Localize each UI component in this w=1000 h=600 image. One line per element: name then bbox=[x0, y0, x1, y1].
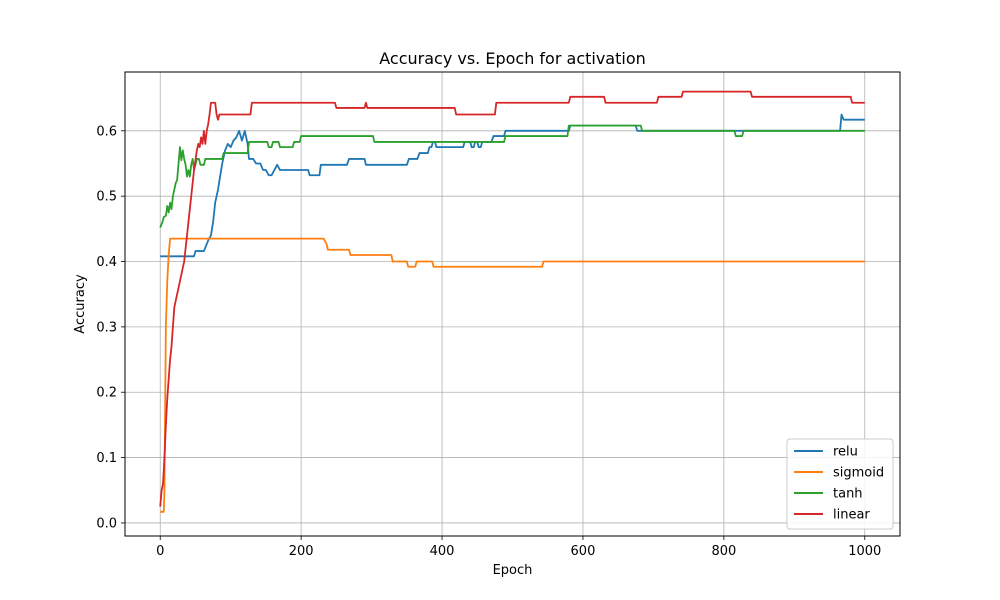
legend-label-sigmoid: sigmoid bbox=[833, 466, 884, 481]
y-tick-label: 0.1 bbox=[96, 451, 117, 466]
x-tick-label: 200 bbox=[289, 544, 314, 559]
x-axis-label: Epoch bbox=[493, 563, 533, 578]
x-tick-label: 1000 bbox=[848, 544, 881, 559]
y-tick-label: 0.2 bbox=[96, 386, 117, 401]
axis-ticks: 0 200 400 600 800 1000 0.0 0.1 0.2 0.3 0.4 0.5 0.6 bbox=[96, 124, 881, 559]
series-line-linear bbox=[159, 90, 865, 507]
y-tick-label: 0.4 bbox=[96, 255, 117, 270]
series-lines bbox=[159, 90, 865, 513]
series-line-tanh bbox=[159, 124, 865, 228]
y-tick-label: 0.0 bbox=[96, 516, 117, 531]
legend-box bbox=[786, 438, 894, 530]
y-tick-label: 0.5 bbox=[96, 190, 117, 205]
x-tick-label: 0 bbox=[156, 544, 164, 559]
legend-label-tanh: tanh bbox=[833, 487, 863, 502]
x-tick-label: 400 bbox=[430, 544, 455, 559]
y-axis-label: Accuracy bbox=[73, 274, 88, 334]
legend-label-relu: relu bbox=[833, 445, 858, 460]
legend-label-linear: linear bbox=[833, 508, 870, 523]
plot-frame bbox=[124, 71, 901, 537]
legend: relu sigmoid tanh linear bbox=[786, 438, 894, 530]
y-tick-label: 0.6 bbox=[96, 124, 117, 139]
chart-title: Accuracy vs. Epoch for activation bbox=[379, 49, 646, 68]
series-line-sigmoid bbox=[160, 237, 865, 513]
x-tick-label: 800 bbox=[711, 544, 736, 559]
y-tick-label: 0.3 bbox=[96, 320, 117, 335]
x-tick-label: 600 bbox=[571, 544, 596, 559]
